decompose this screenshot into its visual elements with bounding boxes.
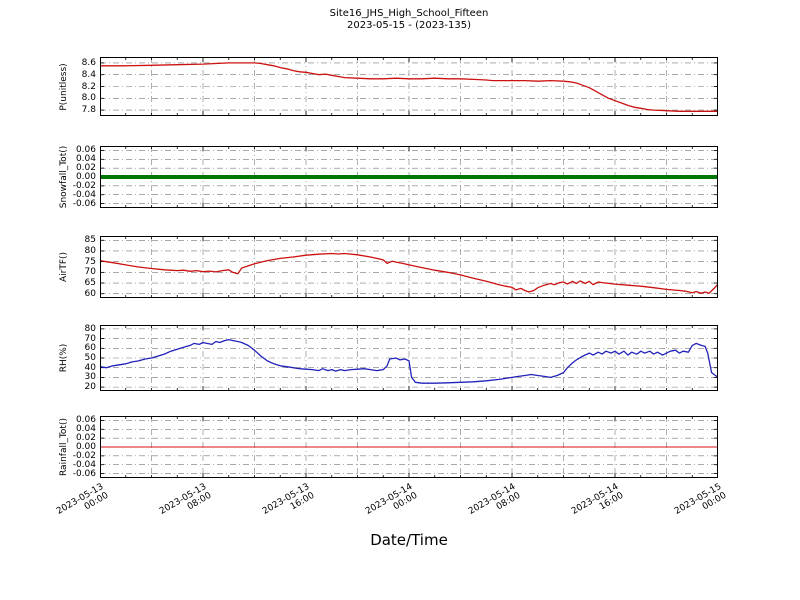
y-tick-labels-rainfall: -0.06 -0.04 -0.02 0.00 0.02 0.04 0.06	[0, 415, 96, 479]
plot-area-air-temp	[100, 236, 718, 298]
y-tick-label: 50	[84, 353, 96, 363]
y-tick-label: 8.2	[81, 81, 96, 92]
panel-snowfall: Snowfall_Tot() -0.06 -0.04 -0.02 0.00 0.02 0.…	[0, 145, 800, 209]
panel-rainfall: Rainfall_Tot() -0.06 -0.04 -0.02 0.00 0.02 0.…	[0, 415, 800, 479]
y-tick-label: -0.02	[72, 180, 96, 191]
y-tick-label: 20	[84, 382, 96, 393]
panel-p-unitless: P(unitless) 7.8 8.0 8.2 8.4 8.6	[0, 57, 800, 116]
y-tick-labels-snowfall: -0.06 -0.04 -0.02 0.00 0.02 0.04 0.06	[0, 145, 96, 209]
y-tick-label: 70	[84, 267, 96, 278]
y-tick-label: 0.04	[75, 154, 96, 165]
y-tick-label: 80	[84, 245, 96, 256]
y-tick-label: 7.8	[81, 105, 96, 116]
plot-area-snowfall	[100, 146, 718, 208]
y-tick-label: 0.00	[75, 172, 96, 182]
chart-title-line1: Site16_JHS_High_School_Fifteen	[329, 8, 489, 19]
y-tick-label: 0.04	[75, 424, 96, 435]
plot-area-p	[100, 57, 718, 116]
y-tick-label: 0.00	[75, 442, 96, 452]
y-tick-label: 0.02	[75, 433, 96, 444]
x-tick-label: 2023-05-14 08:00	[466, 482, 522, 517]
x-axis-title: Date/Time	[370, 531, 448, 549]
y-tick-label: 60	[84, 288, 96, 299]
x-tick-label: 2023-05-13 16:00	[260, 482, 316, 517]
chart-title: Site16_JHS_High_School_Fifteen 2023-05-1…	[100, 8, 718, 32]
y-tick-label: 65	[84, 278, 96, 289]
x-tick-label: 2023-05-14 00:00	[363, 482, 419, 517]
y-tick-label: 8.4	[81, 69, 96, 80]
y-tick-labels-air-temp: 60 65 70 75 80 85	[0, 235, 96, 299]
y-tick-label: -0.06	[72, 198, 96, 209]
panel-air-temp: AirTF() 60 65 70 75 80 85	[0, 235, 800, 299]
y-tick-label: 8.0	[81, 93, 96, 104]
plot-area-rh	[100, 325, 718, 391]
y-tick-label: 0.02	[75, 163, 96, 174]
y-tick-label: -0.04	[72, 459, 96, 470]
x-tick-label: 2023-05-13 00:00	[54, 482, 110, 517]
y-tick-label: 0.06	[75, 415, 96, 426]
x-tick-label: 2023-05-14 16:00	[569, 482, 625, 517]
y-tick-label: 0.06	[75, 145, 96, 156]
x-tick-label: 2023-05-13 08:00	[157, 482, 213, 517]
y-tick-label: 40	[84, 362, 96, 373]
y-tick-label: 80	[84, 323, 96, 334]
y-tick-label: 8.6	[81, 57, 96, 68]
y-tick-label: -0.04	[72, 189, 96, 200]
panel-rh: RH(%) 20 30 40 50 60 70 80	[0, 323, 800, 393]
x-tick-label: 2023-05-15 00:00	[672, 482, 728, 517]
y-tick-label: -0.06	[72, 468, 96, 479]
plot-area-rainfall	[100, 416, 718, 478]
y-tick-label: 75	[84, 256, 96, 267]
y-tick-label: 60	[84, 343, 96, 354]
y-tick-labels-p: 7.8 8.0 8.2 8.4 8.6	[0, 57, 96, 116]
chart-title-line2: 2023-05-15 - (2023-135)	[346, 20, 472, 31]
y-tick-label: 30	[84, 372, 96, 383]
y-tick-labels-rh: 20 30 40 50 60 70 80	[0, 323, 96, 393]
y-tick-label: 70	[84, 333, 96, 344]
y-tick-label: 85	[84, 235, 96, 246]
y-tick-label: -0.02	[72, 450, 96, 461]
